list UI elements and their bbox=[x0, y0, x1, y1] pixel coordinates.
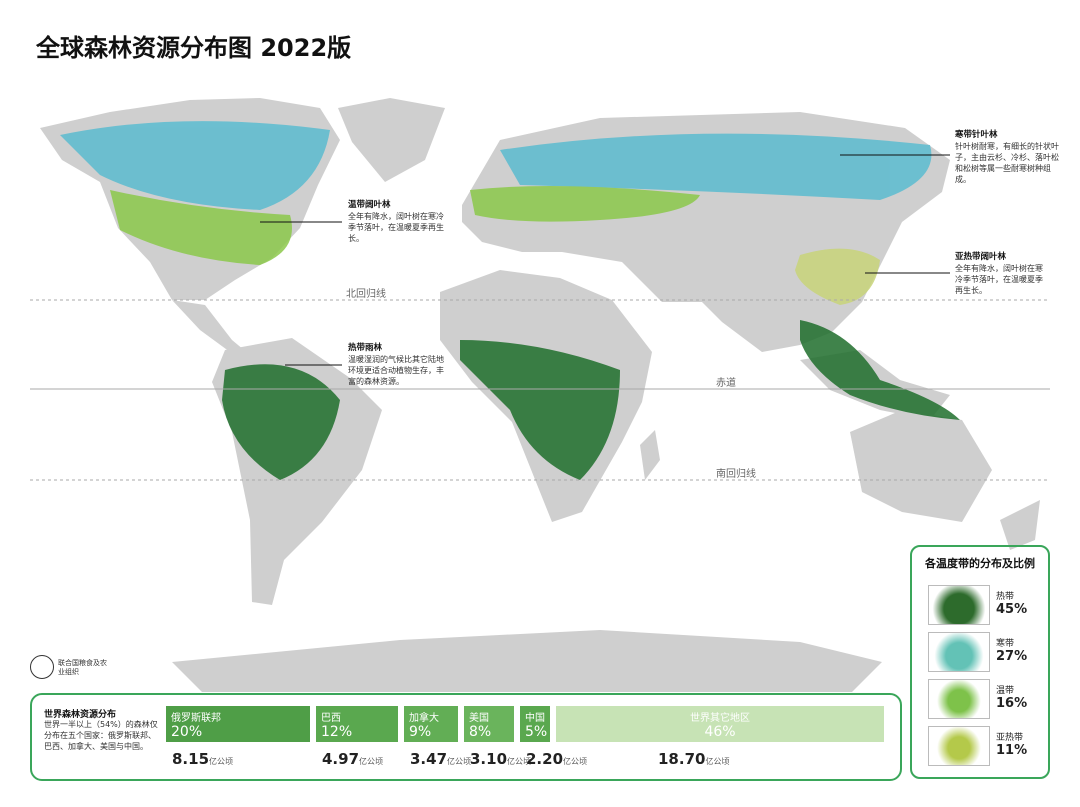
country-area-group: 2.20亿公顷 bbox=[526, 750, 587, 768]
country-share: 20% bbox=[171, 724, 203, 740]
legend-title: 各温度带的分布及比例 bbox=[925, 557, 1035, 570]
annotation: 寒带针叶林针叶树耐寒，有细长的针状叶子，主由云杉、冷杉、落叶松和松树等属一些耐寒… bbox=[955, 130, 1060, 185]
legend bbox=[910, 545, 1050, 779]
annotation: 热带雨林温暖湿润的气候比其它陆地环境更适合动植物生存，丰富的森林资源。 bbox=[348, 343, 448, 387]
area-unit: 亿公顷 bbox=[209, 757, 234, 766]
country-name: 巴西 bbox=[321, 713, 341, 724]
area-unit: 亿公顷 bbox=[563, 757, 588, 766]
distribution-panel bbox=[30, 693, 902, 781]
country-share: 9% bbox=[409, 724, 432, 740]
legend-item: 寒带 27% bbox=[928, 632, 1038, 672]
fao-logo bbox=[30, 655, 54, 679]
legend-name: 亚热带 bbox=[996, 733, 1024, 743]
tropic-label: 北回归线 bbox=[346, 289, 386, 300]
annotation-title: 温带阔叶林 bbox=[348, 200, 391, 210]
country-name: 加拿大 bbox=[409, 713, 439, 724]
country-area-group: 4.97亿公顷 bbox=[322, 750, 383, 768]
country-share: 8% bbox=[469, 724, 492, 740]
area-unit: 亿公顷 bbox=[359, 757, 384, 766]
legend-share: 27% bbox=[996, 649, 1028, 664]
area-unit: 亿公顷 bbox=[507, 757, 532, 766]
country-share: 46% bbox=[704, 724, 736, 740]
country-box: 俄罗斯联邦 20% bbox=[166, 706, 310, 742]
country-area: 8.15 bbox=[172, 750, 210, 768]
legend-share: 45% bbox=[996, 602, 1028, 617]
legend-icon bbox=[928, 679, 990, 719]
country-area-group: 8.15亿公顷 bbox=[172, 750, 233, 768]
country-name: 世界其它地区 bbox=[690, 713, 750, 724]
country-box: 加拿大 9% bbox=[404, 706, 458, 742]
annotation: 温带阔叶林全年有降水，阔叶树在寒冷季节落叶，在温暖夏季再生长。 bbox=[348, 200, 448, 244]
country-area: 2.20 bbox=[526, 750, 564, 768]
annotation-title: 寒带针叶林 bbox=[955, 130, 998, 140]
country-name: 中国 bbox=[525, 713, 545, 724]
country-area: 3.10 bbox=[470, 750, 508, 768]
country-box: 美国 8% bbox=[464, 706, 514, 742]
country-share: 5% bbox=[525, 724, 548, 740]
area-unit: 亿公顷 bbox=[447, 757, 472, 766]
distribution-title: 世界森林资源分布 bbox=[44, 710, 117, 720]
annotation-title: 亚热带阔叶林 bbox=[955, 252, 1007, 262]
country-area: 18.70 bbox=[658, 750, 706, 768]
legend-share: 11% bbox=[996, 743, 1028, 758]
country-name: 美国 bbox=[469, 713, 489, 724]
legend-icon bbox=[928, 585, 990, 625]
annotation-text: 针叶树耐寒，有细长的针状叶子，主由云杉、冷杉、落叶松和松树等属一些耐寒树种组成。 bbox=[955, 142, 1059, 184]
legend-item: 亚热带 11% bbox=[928, 726, 1038, 766]
legend-share: 16% bbox=[996, 696, 1028, 711]
country-name: 俄罗斯联邦 bbox=[171, 713, 221, 724]
tropic-label: 南回归线 bbox=[716, 469, 756, 480]
annotation: 亚热带阔叶林全年有降水，阔叶树在寒冷季节落叶，在温暖夏季再生长。 bbox=[955, 252, 1050, 296]
legend-icon bbox=[928, 726, 990, 766]
legend-icon bbox=[928, 632, 990, 672]
legend-name: 热带 bbox=[996, 592, 1015, 602]
annotation-text: 全年有降水，阔叶树在寒冷季节落叶，在温暖夏季再生长。 bbox=[348, 212, 444, 243]
country-share: 12% bbox=[321, 724, 353, 740]
fao-name: 联合国粮食及农业组织 bbox=[58, 659, 107, 676]
country-box: 巴西 12% bbox=[316, 706, 398, 742]
area-unit: 亿公顷 bbox=[705, 757, 730, 766]
legend-name: 寒带 bbox=[996, 639, 1015, 649]
legend-name: 温带 bbox=[996, 686, 1015, 696]
country-area-group: 18.70亿公顷 bbox=[658, 750, 729, 768]
country-box: 中国 5% bbox=[520, 706, 550, 742]
annotation-title: 热带雨林 bbox=[348, 343, 383, 353]
legend-item: 温带 16% bbox=[928, 679, 1038, 719]
legend-item: 热带 45% bbox=[928, 585, 1038, 625]
distribution-text: 世界一半以上（54%）的森林仅分布在五个国家：俄罗斯联邦、巴西、加拿大、美国与中… bbox=[44, 720, 158, 751]
annotation-text: 全年有降水，阔叶树在寒冷季节落叶，在温暖夏季再生长。 bbox=[955, 264, 1043, 295]
country-area-group: 3.10亿公顷 bbox=[470, 750, 531, 768]
annotation-text: 温暖湿润的气候比其它陆地环境更适合动植物生存，丰富的森林资源。 bbox=[348, 355, 444, 386]
equator-label: 赤道 bbox=[716, 378, 736, 389]
country-box: 世界其它地区 46% bbox=[556, 706, 884, 742]
country-area: 4.97 bbox=[322, 750, 360, 768]
title: 全球森林资源分布图 2022版 bbox=[36, 34, 352, 62]
country-area: 3.47 bbox=[410, 750, 448, 768]
country-area-group: 3.47亿公顷 bbox=[410, 750, 471, 768]
